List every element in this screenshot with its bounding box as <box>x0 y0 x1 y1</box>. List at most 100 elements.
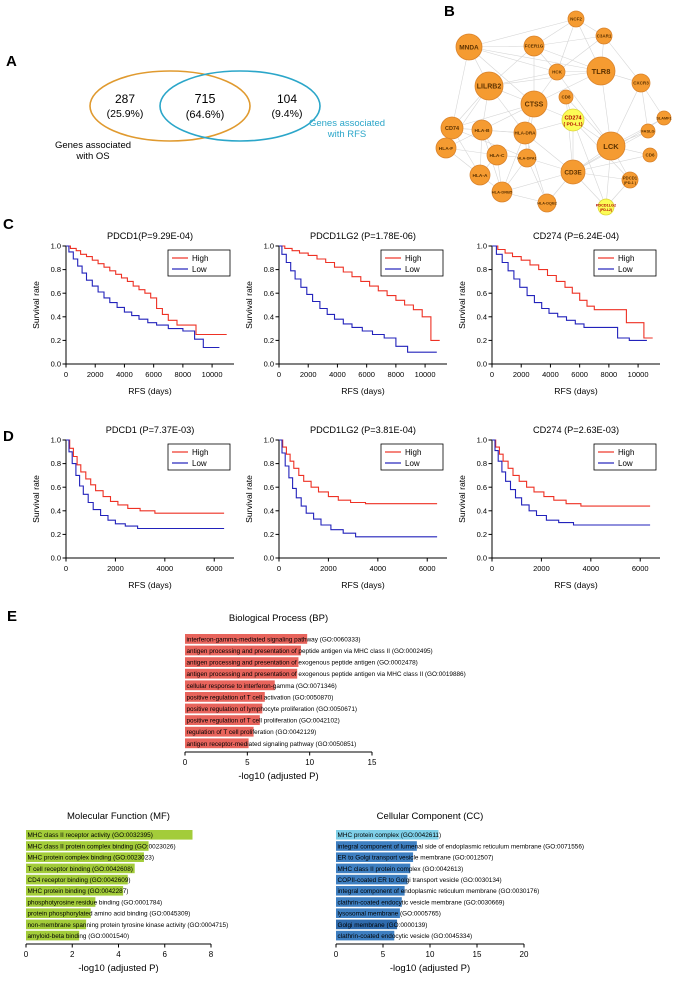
gene-node-circle <box>642 147 658 163</box>
gene-node-circle <box>561 108 585 132</box>
network-node-HLA-B: HLA-B <box>471 119 493 141</box>
gene-node-label: TLR8 <box>592 67 611 76</box>
go-term-label: MHC class II receptor activity (GO:00323… <box>28 832 153 839</box>
go-term-label: MHC class II protein complex binding (GO… <box>28 843 176 850</box>
km-legend: High Low <box>380 249 444 277</box>
gene-node-label: MNDA <box>459 44 479 51</box>
legend-label: High <box>618 254 634 263</box>
y-tick-label: 0.6 <box>264 483 274 492</box>
km-title: PDCD1(P=9.29E-04) <box>107 231 193 241</box>
gene-node-sublabel: (PD-L2) <box>600 208 612 212</box>
legend-label: Low <box>405 459 420 468</box>
km-xlabel: RFS (days) <box>554 580 598 590</box>
gene-node-circle <box>595 27 613 45</box>
go-bar <box>26 874 128 885</box>
km-curve-low <box>279 245 437 353</box>
go-term-label: Golgi membrane (GO:0000139) <box>338 922 428 929</box>
network-node-C3AR1: C3AR1 <box>595 27 613 45</box>
go-bar <box>26 863 135 874</box>
go-term-label: MHC class II protein complex (GO:0042613… <box>338 866 464 873</box>
km-ylabel: Survival rate <box>457 475 467 523</box>
go-term-label: phosphotyrosine residue binding (GO:0001… <box>28 899 163 906</box>
x-tick-label: 0 <box>183 758 188 767</box>
venn-diagram: 287 (25.9%) 715 (64.6%) 104 (9.4%) Genes… <box>55 70 385 162</box>
x-tick-label: 0 <box>24 950 29 959</box>
go-bar <box>185 715 260 725</box>
venn-right-pct: (9.4%) <box>272 108 303 120</box>
gene-node-circle <box>558 89 574 105</box>
venn-center-pct: (64.6%) <box>186 109 225 121</box>
go-bar <box>185 703 263 714</box>
x-tick-label: 4 <box>116 950 121 959</box>
gene-node-label: SLAMF1 <box>656 116 671 120</box>
km-xlabel: RFS (days) <box>128 386 172 396</box>
go-term-label: interferon-gamma-mediated signaling path… <box>187 636 361 643</box>
x-tick-label: 2000 <box>107 564 124 573</box>
gene-node-label: CD74 <box>445 126 460 132</box>
y-tick-label: 0.0 <box>264 554 274 563</box>
km-chart: 0 2000 4000 6000 8000 10000 0.0 0.2 0.4 0.6 0.8 1.0… <box>244 231 447 396</box>
go-xlabel: -log10 (adjusted P) <box>390 963 470 974</box>
km-curve-low <box>279 439 438 538</box>
x-tick-label: 2000 <box>320 564 337 573</box>
gene-node-circle <box>491 181 513 203</box>
y-tick-label: 1.0 <box>51 436 61 445</box>
gene-node-label: CXCR3 <box>633 81 649 86</box>
x-tick-label: 20 <box>520 950 529 959</box>
go-bar <box>336 919 398 930</box>
network-node-MNDA: MNDA <box>455 33 483 61</box>
network-node-CD3E: CD3E <box>560 159 586 185</box>
km-xlabel: RFS (days) <box>341 580 385 590</box>
y-tick-label: 0.2 <box>264 530 274 539</box>
go-term-label: MHC protein complex (GO:0042611) <box>338 832 442 839</box>
x-tick-label: 6000 <box>206 564 223 573</box>
panel-label-e: E <box>7 608 18 625</box>
y-tick-label: 0.6 <box>477 483 487 492</box>
network-node-HLA-DRA: HLA-DRA <box>513 121 537 145</box>
go-bar <box>26 930 80 941</box>
venn-os-label-line1: Genes associated <box>55 140 131 151</box>
go-bar <box>336 874 408 885</box>
km-curve-high <box>66 245 227 336</box>
gene-node-circle <box>455 33 483 61</box>
gene-node-label: HLA-B <box>475 128 490 134</box>
go-bar <box>336 863 411 874</box>
gene-node-label: LCK <box>603 142 619 151</box>
km-chart: 0 2000 4000 6000 0.0 0.2 0.4 0.6 0.8 1.0 PDCD1LG2 … <box>244 425 447 590</box>
network-node-HLA-DRB5: HLA-DRB5 <box>491 181 513 203</box>
go-term-label: COPII-coated ER to Golgi transport vesic… <box>338 877 502 884</box>
gene-node-sublabel: (PD-1 ) <box>624 181 637 185</box>
km-curve-high <box>492 245 653 339</box>
x-tick-label: 2 <box>70 950 75 959</box>
panel-label-b: B <box>444 3 455 20</box>
x-tick-label: 4000 <box>329 370 346 379</box>
y-tick-label: 0.2 <box>51 530 61 539</box>
x-tick-label: 8 <box>209 950 214 959</box>
km-curve-low <box>492 439 651 526</box>
go-bar <box>185 738 249 749</box>
gene-node-sublabel: ( PD-L1) <box>564 122 583 128</box>
go-term-label: T cell receptor binding (GO:0042608) <box>28 866 133 873</box>
gene-node-label: LILRB2 <box>477 84 502 91</box>
network-node-NCF2: NCF2 <box>567 10 585 28</box>
go-bar <box>336 930 395 941</box>
ppi-network: NCF2 MNDA FCER1G C3AR1 TLR8 HCK LILRB2 CXCR3 CTS… <box>435 10 672 216</box>
go-term-label: MHC protein binding (GO:0042287) <box>28 888 129 895</box>
legend-label: High <box>618 448 634 457</box>
x-tick-label: 10000 <box>628 370 649 379</box>
y-tick-label: 0.0 <box>477 360 487 369</box>
km-xlabel: RFS (days) <box>341 386 385 396</box>
y-tick-label: 0.0 <box>51 554 61 563</box>
venn-center-count: 715 <box>195 92 216 106</box>
km-title: PDCD1LG2 (P=3.81E-04) <box>310 425 416 435</box>
y-tick-label: 0.6 <box>477 289 487 298</box>
km-legend: High Low <box>593 249 657 277</box>
gene-node-label: HLA-C <box>490 153 505 159</box>
go-term-label: regulation of T cell proliferation (GO:0… <box>187 729 317 736</box>
y-tick-label: 0.0 <box>477 554 487 563</box>
x-tick-label: 5 <box>381 950 386 959</box>
x-tick-label: 15 <box>368 758 377 767</box>
km-legend: High Low <box>167 249 231 277</box>
gene-node-circle <box>597 198 615 216</box>
gene-node-label: FCER1G <box>525 44 544 49</box>
